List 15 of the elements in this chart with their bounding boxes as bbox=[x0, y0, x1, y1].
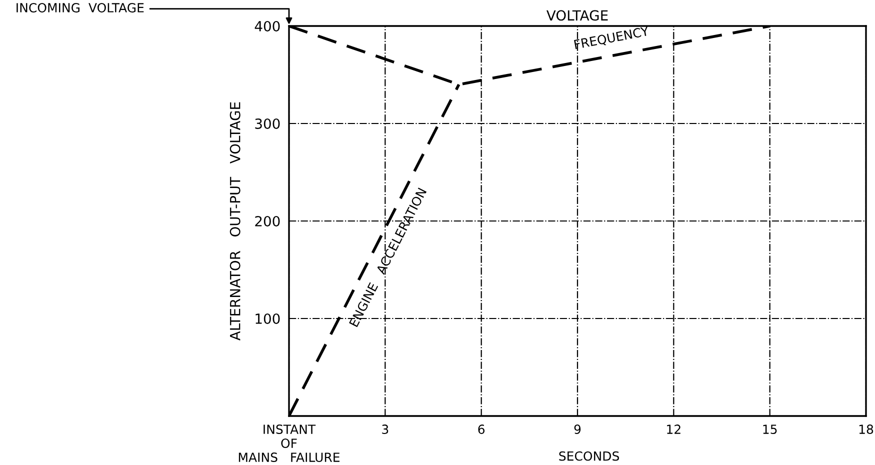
y-tick-label: 400 bbox=[254, 20, 280, 32]
x-axis-title: SECONDS bbox=[559, 451, 619, 461]
y-tick-label: 100 bbox=[256, 313, 280, 324]
x-tick-label: 3 bbox=[382, 424, 388, 434]
x-tick-label: 6 bbox=[478, 424, 485, 434]
x-tick-label: INSTANT OF MAINS FAILURE bbox=[238, 424, 340, 462]
annotation: INCOMING VOLTAGE bbox=[16, 3, 144, 12]
y-tick-label: 200 bbox=[255, 216, 280, 226]
chart-title: VOLTAGE bbox=[546, 10, 608, 21]
y-axis-title: ALTERNATOR OUT-PUT VOLTAGE bbox=[230, 102, 240, 340]
x-tick-label: 9 bbox=[574, 424, 581, 434]
x-tick-label: 15 bbox=[763, 424, 777, 434]
x-tick-label: 12 bbox=[667, 424, 680, 434]
x-tick-label: 18 bbox=[859, 424, 874, 434]
y-tick-label: 300 bbox=[255, 118, 280, 129]
